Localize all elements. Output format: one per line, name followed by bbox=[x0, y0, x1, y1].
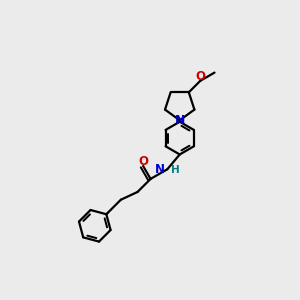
Text: N: N bbox=[175, 114, 185, 127]
Text: N: N bbox=[155, 163, 165, 176]
Text: O: O bbox=[195, 70, 206, 83]
Text: O: O bbox=[138, 155, 148, 168]
Text: H: H bbox=[171, 165, 180, 176]
